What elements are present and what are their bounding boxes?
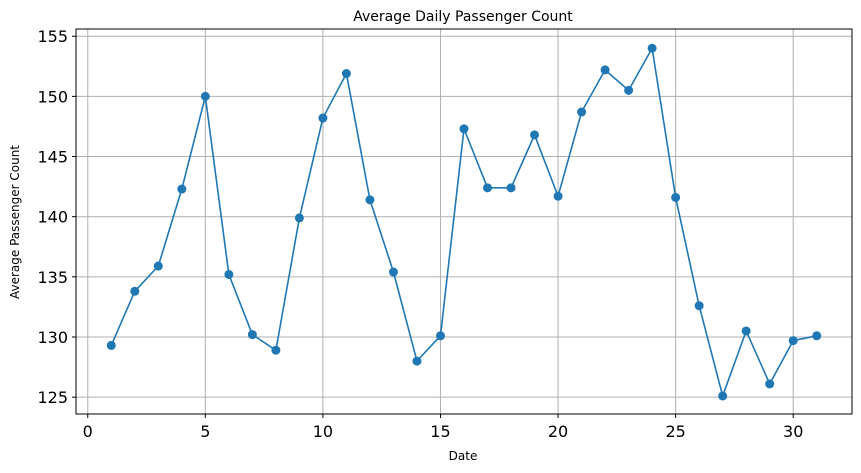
y-tick-label: 140 <box>37 208 68 227</box>
data-point <box>647 43 657 53</box>
data-point <box>224 269 234 279</box>
data-point <box>200 91 210 101</box>
data-point <box>718 391 728 401</box>
data-point <box>694 301 704 311</box>
data-point <box>106 340 116 350</box>
data-point <box>765 379 775 389</box>
x-tick-label: 0 <box>83 422 93 441</box>
data-point <box>577 107 587 117</box>
data-point <box>271 345 281 355</box>
axis-ticks: 0 5 10 15 20 25 30 125 130 135 140 145 150 155 <box>37 27 803 441</box>
x-tick-label: 15 <box>430 422 450 441</box>
data-point <box>294 213 304 223</box>
data-point <box>435 331 445 341</box>
data-point <box>365 195 375 205</box>
data-point <box>600 65 610 75</box>
data-point <box>412 356 422 366</box>
y-axis-label: Average Passenger Count <box>8 145 22 299</box>
data-point <box>318 113 328 123</box>
y-tick-label: 135 <box>37 268 68 287</box>
data-point <box>459 124 469 134</box>
y-tick-label: 125 <box>37 388 68 407</box>
y-tick-label: 150 <box>37 87 68 106</box>
chart-title: Average Daily Passenger Count <box>353 9 573 25</box>
series-line <box>110 45 817 399</box>
x-axis-label: Date <box>449 449 478 463</box>
data-point <box>247 330 257 340</box>
data-point <box>553 191 563 201</box>
plot-area-frame <box>75 28 853 415</box>
x-tick-label: 10 <box>313 422 333 441</box>
data-point <box>671 192 681 202</box>
x-tick-label: 30 <box>783 422 803 441</box>
y-tick-label: 145 <box>37 148 68 167</box>
data-point <box>130 286 140 296</box>
data-point <box>788 336 798 346</box>
data-point <box>153 261 163 271</box>
data-point <box>388 267 398 277</box>
data-point <box>506 183 516 193</box>
data-point <box>530 130 540 140</box>
data-point <box>483 183 493 193</box>
y-tick-label: 155 <box>37 27 68 46</box>
grid <box>76 29 852 414</box>
series-layer <box>106 43 822 401</box>
data-point <box>177 184 187 194</box>
x-tick-label: 5 <box>200 422 210 441</box>
data-point <box>341 69 351 79</box>
x-tick-label: 25 <box>665 422 685 441</box>
x-tick-label: 20 <box>548 422 568 441</box>
data-point <box>624 85 634 95</box>
data-point <box>741 326 751 336</box>
data-point <box>812 331 822 341</box>
y-tick-label: 130 <box>37 328 68 347</box>
